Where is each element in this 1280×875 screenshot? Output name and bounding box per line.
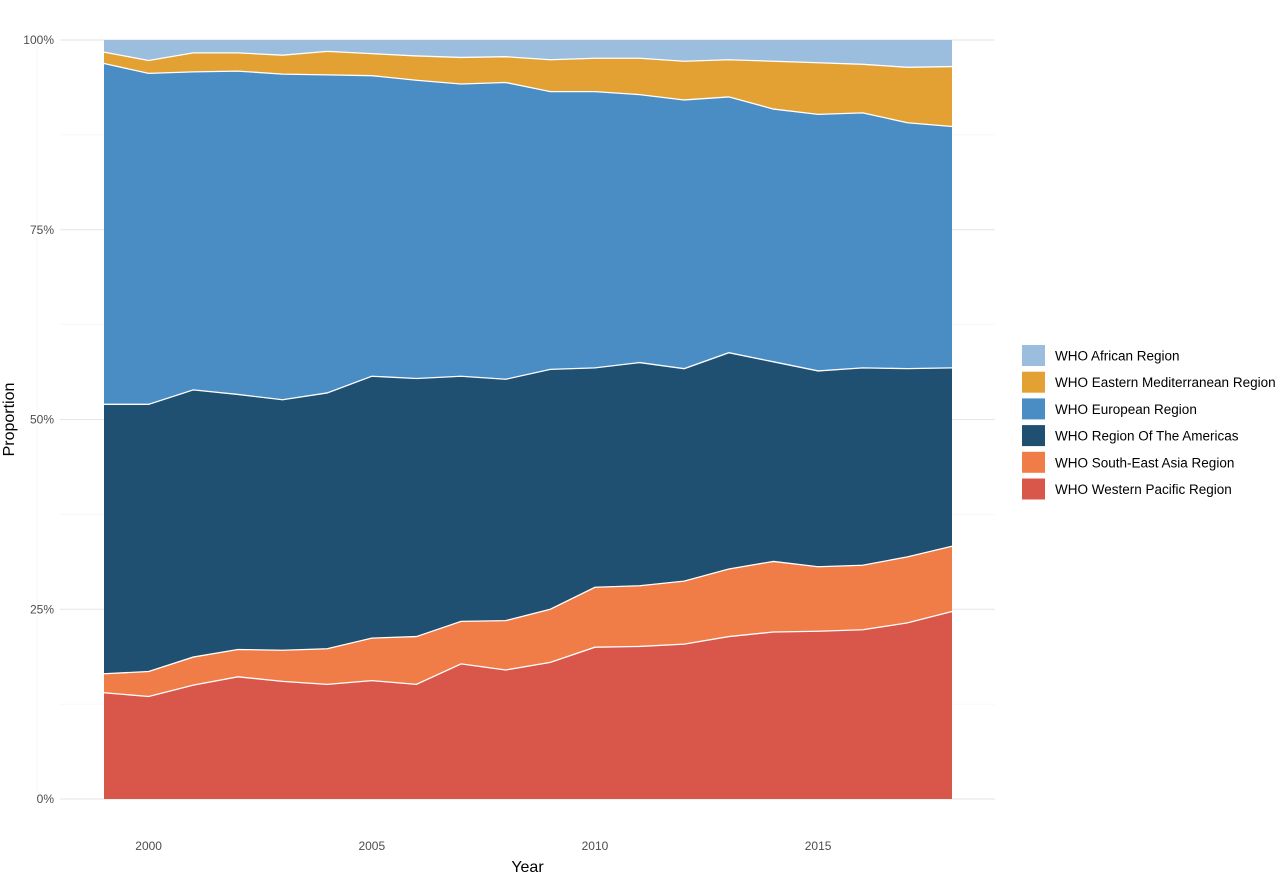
legend-label-who-european-region: WHO European Region [1055, 402, 1197, 417]
area-who-european-region [104, 63, 952, 405]
area-who-western-pacific-region [104, 611, 952, 799]
area-who-region-of-the-americas [104, 352, 952, 674]
y-tick-label: 25% [30, 602, 54, 616]
legend-label-who-south-east-asia-region: WHO South-East Asia Region [1055, 455, 1234, 470]
area-layer [104, 40, 952, 799]
y-tick-label: 50% [30, 413, 54, 427]
boundary-who-european-region [103, 62, 953, 128]
legend-label-who-western-pacific-region: WHO Western Pacific Region [1055, 482, 1232, 497]
boundary-who-region-of-the-americas [104, 352, 953, 405]
boundary-who-western-pacific-region [103, 610, 953, 698]
boundary-who-eastern-mediterranean-region [103, 50, 953, 68]
x-tick-label: 2005 [358, 839, 385, 853]
legend-key-who-western-pacific-region [1022, 478, 1045, 500]
legend-label-who-eastern-mediterranean-region: WHO Eastern Mediterranean Region [1055, 375, 1276, 390]
x-tick-label: 2015 [805, 839, 832, 853]
x-axis-title: Year [511, 859, 544, 875]
y-axis-title: Proportion [1, 383, 18, 457]
y-tick-label: 100% [23, 33, 54, 47]
boundary-who-south-east-asia-region [103, 545, 953, 675]
x-tick-label: 2010 [582, 839, 609, 853]
axis-layer: Year Proportion 0% 25% 50% 75% 100% 2000 2005 2… [1, 33, 832, 875]
legend-label-who-region-of-the-americas: WHO Region Of The Americas [1055, 429, 1239, 444]
legend-key-who-african-region [1022, 345, 1045, 366]
y-tick-label: 75% [30, 223, 54, 237]
boundary-layer [103, 50, 953, 698]
legend-key-who-region-of-the-americas [1022, 425, 1045, 447]
y-tick-label: 0% [37, 792, 55, 806]
legend-key-who-south-east-asia-region [1022, 451, 1045, 473]
area-who-south-east-asia-region [104, 546, 952, 697]
x-tick-label: 2000 [135, 839, 162, 853]
area-who-eastern-mediterranean-region [104, 51, 952, 127]
legend-label-who-african-region: WHO African Region [1055, 349, 1180, 364]
area-who-african-region [104, 40, 952, 68]
legend-key-who-european-region [1022, 398, 1045, 420]
legend-key-who-eastern-mediterranean-region [1022, 371, 1045, 393]
legend: WHO African Region WHO Eastern Mediterran… [1022, 345, 1276, 500]
